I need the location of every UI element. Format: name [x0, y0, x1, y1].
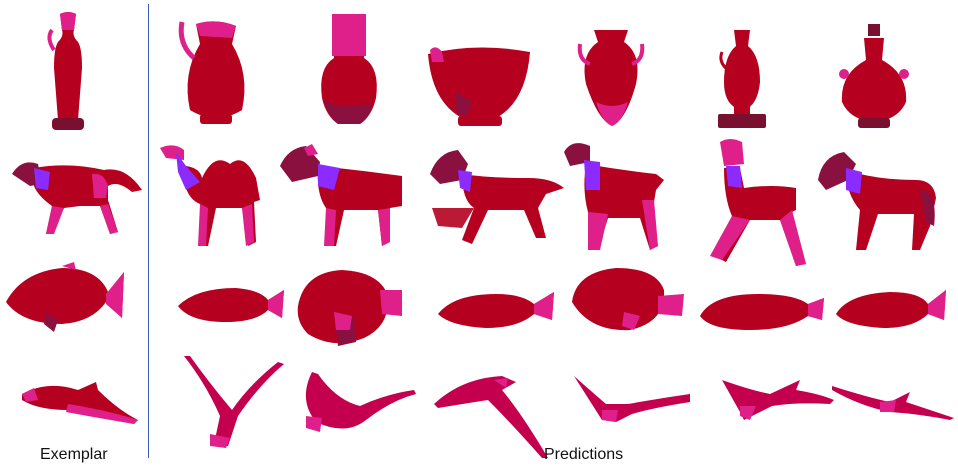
fish-prediction-2 — [294, 266, 404, 352]
quadruped-prediction-3 — [428, 148, 568, 248]
quadruped-prediction-1 — [156, 142, 266, 252]
quadruped-prediction-5 — [696, 138, 806, 268]
exemplar-caption: Exemplar — [40, 446, 108, 463]
vase-prediction-2 — [316, 8, 382, 132]
column-divider — [148, 4, 149, 458]
fish-prediction-5 — [698, 290, 826, 334]
fish-exemplar — [2, 262, 126, 334]
vase-prediction-6 — [836, 24, 912, 130]
quadruped-prediction-6 — [816, 150, 940, 254]
fish-prediction-4 — [570, 266, 686, 334]
fish-prediction-3 — [436, 286, 556, 334]
vase-prediction-3 — [426, 42, 532, 130]
vase-prediction-5 — [712, 22, 772, 130]
fish-prediction-6 — [834, 286, 948, 330]
fish-prediction-1 — [176, 284, 286, 326]
quadruped-prediction-4 — [560, 140, 670, 256]
bird-prediction-4 — [572, 374, 692, 424]
vase-prediction-1 — [176, 14, 256, 130]
bird-exemplar — [18, 380, 140, 428]
vase-prediction-4 — [576, 24, 646, 130]
bird-prediction-6 — [830, 384, 956, 422]
quadruped-prediction-2 — [278, 142, 412, 252]
vase-exemplar — [38, 8, 98, 134]
bird-prediction-3 — [432, 374, 550, 460]
bird-prediction-5 — [720, 376, 836, 422]
bird-prediction-2 — [296, 370, 418, 440]
quadruped-exemplar — [8, 150, 144, 240]
predictions-caption: Predictions — [544, 446, 624, 463]
bird-prediction-1 — [180, 354, 286, 448]
